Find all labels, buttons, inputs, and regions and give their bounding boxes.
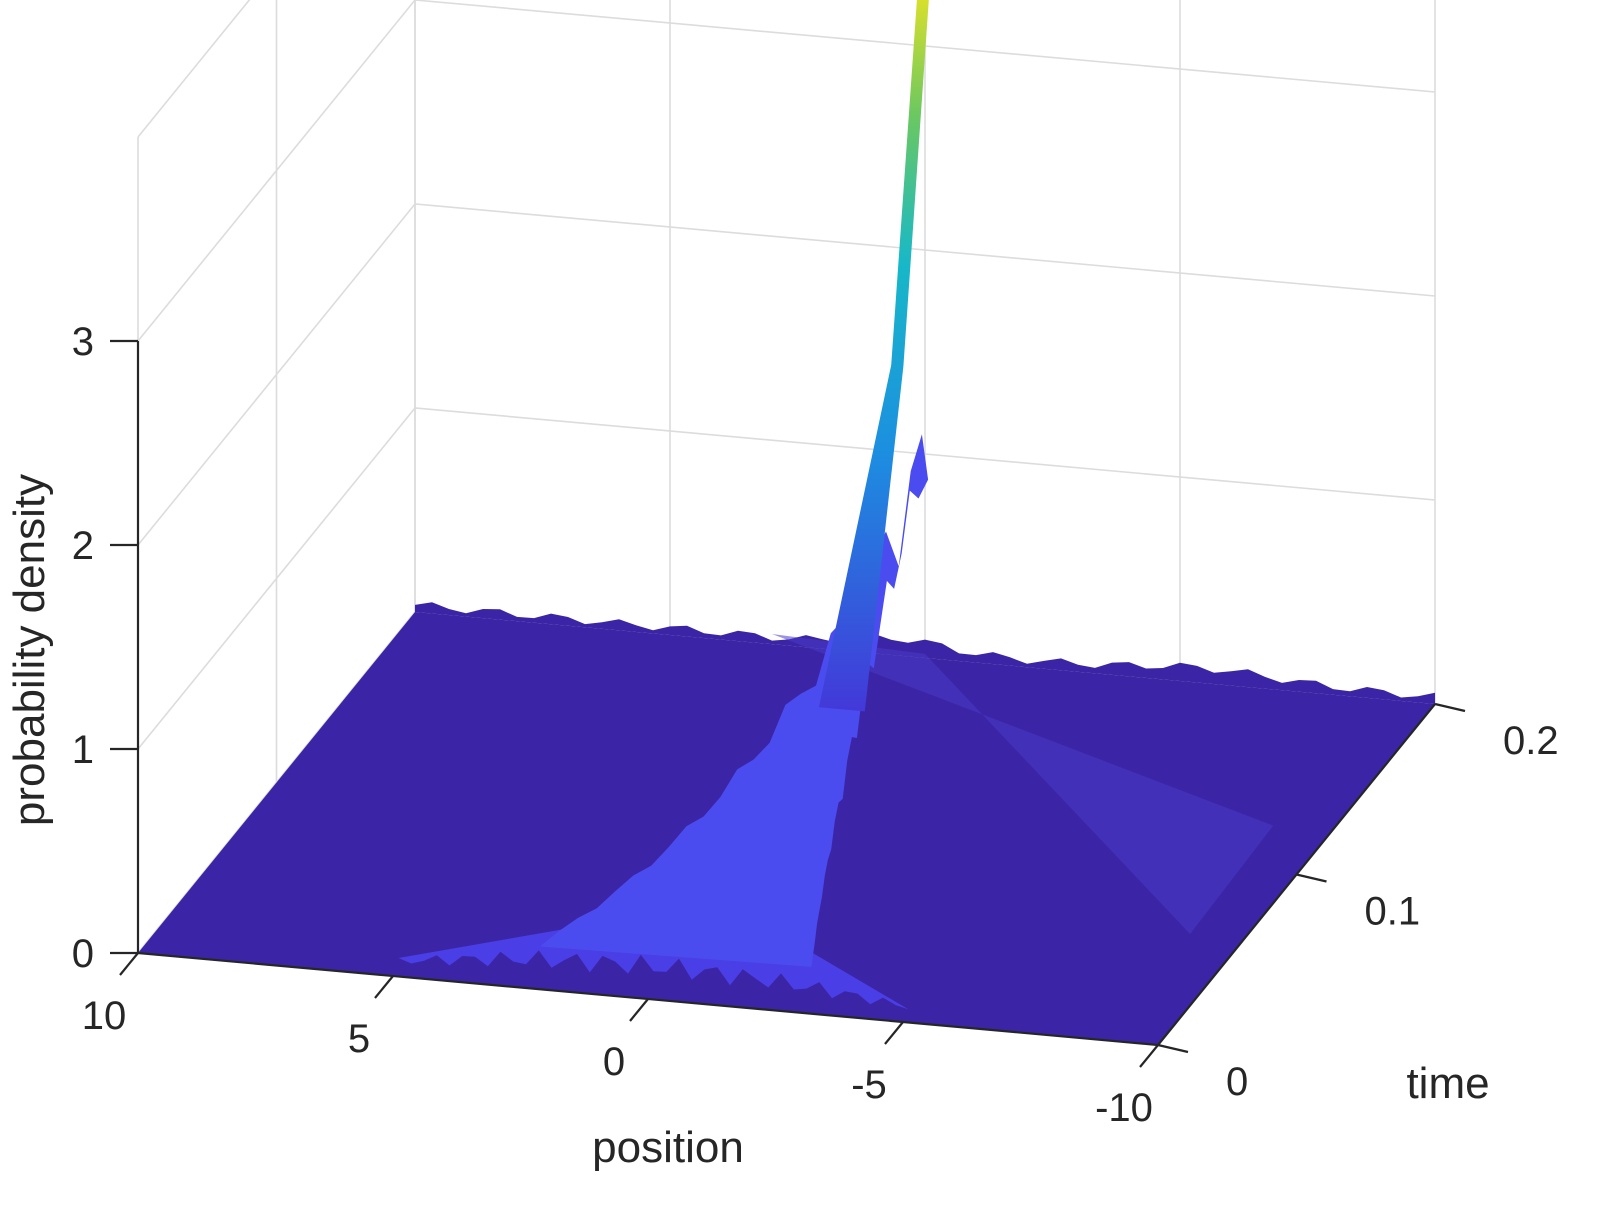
x-tick-mark	[374, 975, 394, 999]
y-tick-label: 0.1	[1365, 890, 1421, 934]
z-tick-label: 0	[72, 932, 94, 976]
surface-back-ridge	[415, 602, 1435, 704]
x-tick-label: -5	[851, 1063, 887, 1107]
surface-wave-band	[772, 634, 1274, 934]
y-tick-mark	[1157, 1043, 1189, 1054]
x-tick-label: 10	[82, 994, 127, 1038]
z-tick-label: 1	[72, 728, 94, 772]
grid-line-z	[137, 407, 1436, 750]
surface-funnel	[540, 434, 929, 967]
y-tick-mark	[1296, 873, 1327, 883]
x-tick-mark	[1139, 1044, 1159, 1068]
axes	[110, 339, 1466, 1068]
surface-plot	[138, 0, 1435, 1045]
x-tick-mark	[119, 952, 139, 976]
y-tick-label: 0	[1226, 1060, 1248, 1104]
y-tick-mark	[1434, 702, 1466, 713]
x-tick-mark	[629, 998, 649, 1022]
y-axis-title: time	[1406, 1059, 1489, 1108]
tick-labels: 10 5 0 -5 -10 0 0.1 0.2 0 1 2 3	[72, 320, 1559, 1130]
x-tick-label: -10	[1095, 1086, 1153, 1130]
x-tick-label: 5	[348, 1017, 370, 1061]
z-tick-label: 2	[72, 524, 94, 568]
z-axis-title: probability density	[5, 474, 54, 826]
x-tick-mark	[884, 1021, 904, 1045]
x-tick-label: 0	[603, 1040, 625, 1084]
z-tick-label: 3	[72, 320, 94, 364]
y-tick-label: 0.2	[1503, 719, 1559, 763]
grid-line-z	[137, 0, 1436, 342]
x-axis-title: position	[592, 1123, 744, 1172]
surface-peak	[818, 0, 929, 712]
grid-line-z	[137, 203, 1436, 546]
grid-line-z	[137, 0, 251, 138]
